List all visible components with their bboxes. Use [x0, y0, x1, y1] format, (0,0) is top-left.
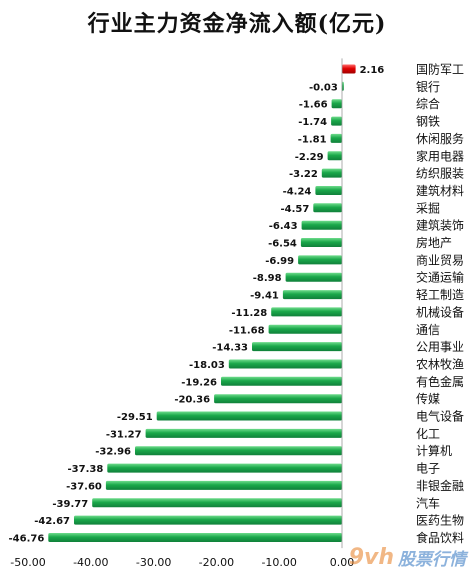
category-label: 化工: [416, 427, 440, 441]
bar-value-label: -37.60: [66, 481, 102, 492]
category-label: 家用电器: [416, 148, 464, 163]
bar: [268, 324, 342, 334]
bar-value-label: -2.29: [295, 152, 324, 163]
category-label: 建筑材料: [416, 183, 464, 198]
x-tick-label: -50.00: [10, 556, 45, 569]
bar: [313, 203, 342, 213]
bar: [298, 255, 342, 265]
bar: [145, 428, 342, 438]
bar: [214, 394, 342, 404]
bar-value-label: -4.24: [283, 187, 312, 198]
category-label: 有色金属: [416, 374, 464, 389]
bar: [252, 342, 342, 352]
category-label: 建筑装饰: [416, 218, 464, 233]
category-label: 公用事业: [416, 340, 464, 354]
x-tick-label: 0.00: [330, 556, 355, 569]
category-label: 食品饮料: [416, 530, 464, 545]
bar: [321, 168, 342, 178]
bar-value-label: -31.27: [106, 429, 142, 440]
category-label: 机械设备: [416, 304, 464, 319]
bar: [327, 151, 342, 161]
bar: [331, 116, 342, 126]
bar: [282, 290, 342, 300]
bar-value-label: -0.03: [309, 82, 338, 93]
bar-value-label: 2.16: [360, 65, 385, 76]
category-label: 采掘: [416, 200, 440, 215]
bar: [156, 411, 342, 421]
bar: [330, 133, 342, 143]
category-label: 传媒: [416, 391, 440, 406]
bar-value-label: -19.26: [181, 377, 217, 388]
bar: [107, 463, 342, 473]
bar-value-label: -29.51: [117, 412, 153, 423]
bar-value-label: -4.57: [280, 204, 309, 215]
bar: [315, 186, 342, 195]
bar: [92, 498, 342, 508]
bar-value-label: -18.03: [189, 360, 225, 371]
bar-value-label: -3.22: [289, 169, 318, 180]
bar: [300, 238, 342, 247]
category-label: 电子: [416, 462, 440, 476]
category-label: 商业贸易: [416, 252, 464, 267]
bar: [74, 515, 342, 525]
bar: [342, 64, 356, 74]
category-label: 通信: [416, 323, 440, 337]
category-label: 计算机: [416, 443, 452, 458]
bar: [48, 533, 343, 542]
bar-value-label: -1.66: [299, 100, 328, 111]
category-label: 农林牧渔: [416, 358, 464, 372]
x-tick-label: -30.00: [136, 556, 171, 569]
category-label: 汽车: [416, 495, 440, 510]
category-label: 医药生物: [416, 514, 464, 528]
category-label: 交通运输: [416, 270, 464, 285]
category-label: 银行: [416, 80, 440, 94]
bar-value-label: -14.33: [212, 343, 248, 354]
category-label: 轻工制造: [416, 288, 464, 302]
bar-value-label: -42.67: [34, 516, 70, 527]
bar-value-label: -9.41: [250, 291, 279, 302]
bar: [271, 307, 342, 317]
bar-value-label: -6.54: [268, 239, 297, 250]
bar: [135, 446, 342, 456]
bar-value-label: -39.77: [52, 499, 88, 510]
bar-value-label: -32.96: [95, 447, 131, 458]
category-label: 纺织服装: [416, 167, 464, 181]
x-tick-label: -20.00: [199, 556, 234, 569]
bar: [221, 376, 342, 386]
bar: [331, 99, 342, 109]
x-tick-label: -40.00: [73, 556, 108, 569]
bar: [228, 359, 342, 369]
bar-value-label: -20.36: [174, 395, 210, 406]
x-tick-label: -10.00: [261, 556, 296, 569]
category-label: 综合: [416, 96, 440, 111]
bar-value-label: -8.98: [253, 273, 282, 284]
bar: [301, 220, 342, 230]
category-label: 休闲服务: [416, 131, 464, 146]
bar-value-label: -11.68: [229, 325, 265, 336]
bar: [285, 272, 342, 282]
bar-value-label: -1.74: [298, 117, 327, 128]
bar-value-label: -11.28: [231, 308, 267, 319]
bar-value-label: -6.99: [265, 256, 294, 267]
category-label: 国防军工: [416, 62, 464, 77]
bar-value-label: -46.76: [9, 534, 45, 545]
bar-value-label: -37.38: [68, 464, 104, 475]
bar-value-label: -6.43: [269, 221, 298, 232]
bar-value-label: -1.81: [298, 134, 327, 145]
category-label: 电气设备: [416, 409, 464, 424]
category-label: 非银金融: [416, 478, 464, 493]
chart-title: 行业主力资金净流入额(亿元): [87, 11, 387, 37]
bar: [105, 480, 343, 490]
category-label: 钢铁: [416, 115, 440, 129]
category-label: 房地产: [416, 235, 452, 250]
